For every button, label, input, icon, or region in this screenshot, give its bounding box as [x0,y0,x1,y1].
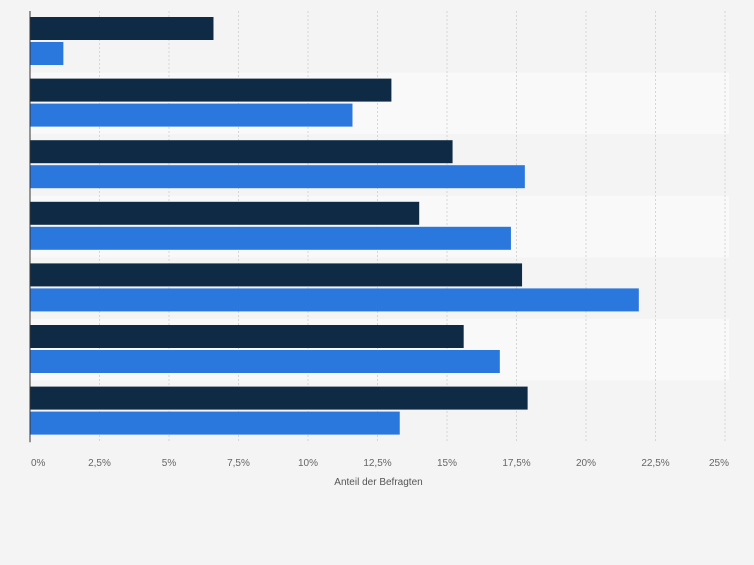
x-tick-label: 22,5% [641,458,669,469]
x-tick-label: 15% [437,458,457,469]
x-tick-label: 0% [31,458,46,469]
bar-series-2 [30,42,64,65]
x-tick-label: 17,5% [502,458,530,469]
x-tick-label: 5% [162,458,177,469]
x-tick-label: 12,5% [363,458,391,469]
x-tick-label: 20% [576,458,596,469]
x-tick-label: 25% [709,458,729,469]
x-tick-label: 10% [298,458,318,469]
bar-series-2 [30,226,511,250]
x-tick-label: 7,5% [227,458,250,469]
bar-series-1 [30,386,528,410]
bar-series-2 [30,103,353,127]
bar-series-1 [30,17,214,40]
bar-series-2 [30,350,500,373]
row-bands [30,11,729,443]
bar-series-2 [30,165,525,189]
x-tick-labels: 0% 2,5% 5% 7,5% 10% 12,5% 15% 17,5% 20% 22,5% 25% [31,458,729,469]
x-tick-label: 2,5% [88,458,111,469]
bar-series-1 [30,201,420,225]
x-axis-title: Anteil der Befragten [334,477,422,488]
bars-group [30,17,639,435]
bar-series-2 [30,288,639,312]
bar-series-1 [30,78,392,102]
bar-series-1 [30,140,453,164]
bar-series-2 [30,411,400,435]
bar-series-1 [30,263,523,287]
bar-series-1 [30,325,464,348]
